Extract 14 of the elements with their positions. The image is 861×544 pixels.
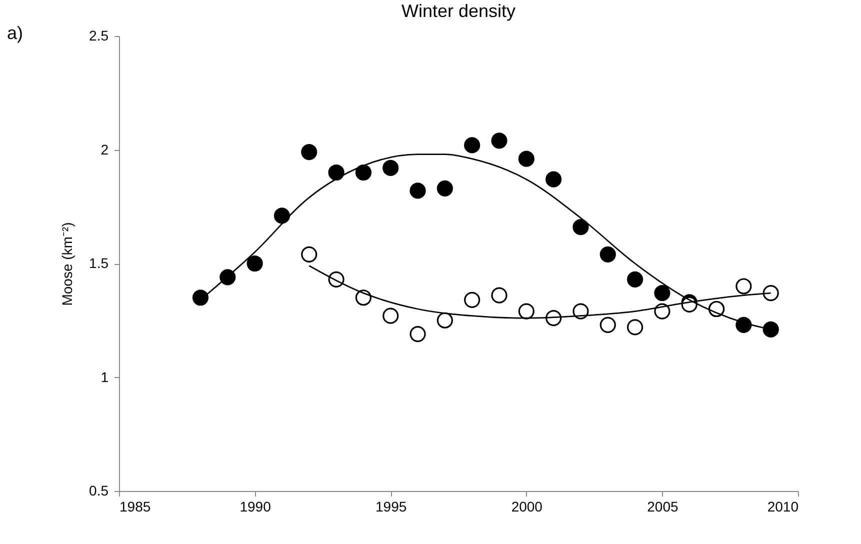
text: a) bbox=[7, 23, 24, 43]
y-tick-label: 0.5 bbox=[89, 482, 109, 498]
y-tick-label: 1 bbox=[100, 368, 109, 385]
x-tick-label: 2010 bbox=[767, 498, 799, 514]
x-tick-label: 1995 bbox=[376, 498, 407, 514]
chart-title: Winter density bbox=[401, 1, 516, 21]
x-tick-label: 2000 bbox=[511, 498, 543, 514]
y-axis-title: Moose (km⁻²) bbox=[59, 222, 76, 306]
x-tick-label: 1985 bbox=[120, 498, 151, 514]
y-tick-label: 2.5 bbox=[89, 28, 109, 44]
x-tick-label: 1990 bbox=[240, 498, 272, 514]
x-tick-label: 2005 bbox=[647, 498, 678, 514]
y-tick-label: 1.5 bbox=[89, 255, 109, 271]
y-tick-label: 2 bbox=[100, 141, 109, 158]
